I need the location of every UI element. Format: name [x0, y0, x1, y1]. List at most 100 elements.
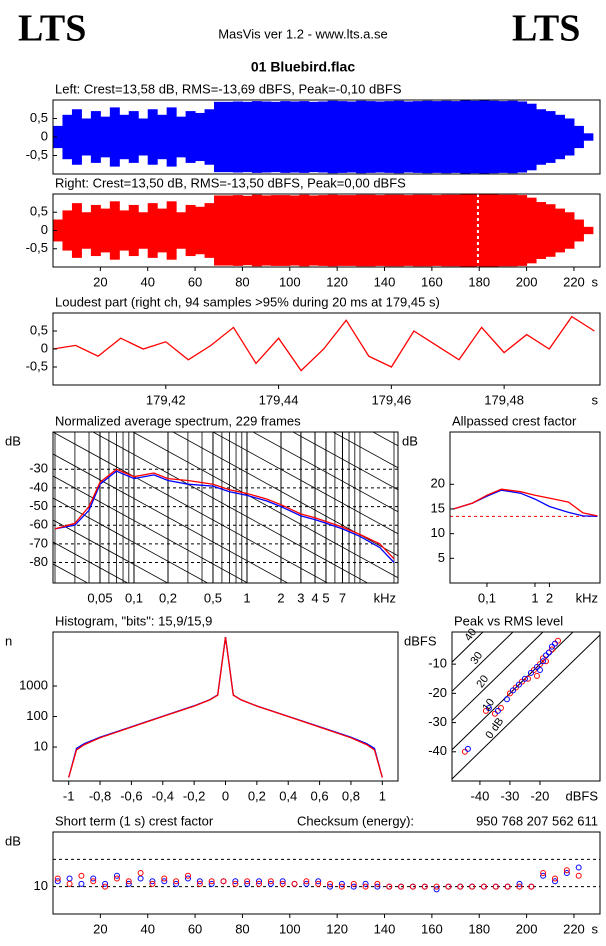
plot-frame [449, 431, 601, 584]
series-line [453, 488, 598, 517]
waveform-block [308, 195, 319, 266]
chart-title: Allpassed crest factor [452, 413, 577, 428]
x-tick-label: 100 [279, 921, 301, 936]
point [374, 880, 381, 887]
point [554, 637, 561, 644]
waveform-block [441, 100, 452, 174]
y-tick-label: 0 [41, 340, 48, 355]
point [232, 878, 239, 885]
x-tick-label: -30 [501, 788, 520, 803]
point [433, 886, 440, 893]
waveform-block [204, 109, 215, 165]
point [374, 883, 381, 890]
x-tick-label: 200 [516, 274, 538, 289]
x-tick-label: 40 [140, 921, 154, 936]
waveform-block [280, 101, 291, 173]
point [516, 883, 523, 890]
point [327, 880, 334, 887]
waveform-block [166, 201, 177, 260]
waveform-block [346, 101, 357, 173]
reference-slope [92, 432, 369, 583]
y-tick-label: 0 [41, 222, 48, 237]
chart-title: Short term (1 s) crest factor [55, 813, 214, 828]
point [521, 675, 528, 682]
x-tick-label: 0,6 [311, 788, 329, 803]
x-tick-label: 120 [326, 274, 348, 289]
waveform-block [431, 195, 442, 266]
point [445, 883, 452, 890]
point [469, 883, 476, 890]
x-tick-label: 7 [339, 590, 346, 605]
waveform-block [62, 210, 73, 251]
diagonal-label: 20 [474, 673, 491, 690]
point [137, 870, 144, 876]
point [563, 867, 570, 874]
y-tick-label: 10 [34, 738, 48, 753]
point [90, 878, 97, 885]
checksum: 950 768 207 562 611 [476, 813, 598, 828]
x-tick-label: 4 [311, 590, 318, 605]
x-tick-label: 100 [279, 274, 301, 289]
series-line [68, 637, 383, 778]
waveform-block [450, 101, 461, 173]
point [504, 883, 511, 890]
waveform-block [555, 208, 565, 253]
x-axis-unit: s [592, 274, 599, 289]
x-tick-label: 0,05 [87, 590, 112, 605]
x-tick-label: 40 [140, 274, 154, 289]
plot-frame [52, 631, 399, 782]
point [552, 878, 559, 885]
diagonal-label: 30 [468, 650, 485, 667]
y-tick-label: -40 [29, 479, 48, 494]
point [539, 658, 546, 665]
point [256, 880, 263, 887]
waveform-block [223, 195, 234, 266]
series-line [68, 637, 383, 778]
point [208, 880, 215, 887]
x-tick-label: 60 [188, 274, 202, 289]
waveform-block [90, 111, 101, 163]
plot-area [68, 637, 383, 778]
waveform-block [517, 101, 528, 173]
point [362, 880, 369, 887]
waveform-block [138, 212, 149, 249]
point [494, 707, 501, 714]
waveform-block [488, 100, 499, 174]
x-tick-label: -0,6 [120, 788, 142, 803]
y-tick-label: 1000 [19, 677, 48, 692]
x-tick-label: -20 [531, 788, 550, 803]
waveform-block [498, 101, 509, 173]
waveform-block [128, 204, 139, 257]
waveform-block [422, 194, 433, 267]
waveform-block [119, 210, 130, 251]
diagonal-label: 40 [462, 626, 479, 643]
y-axis-label: dB [5, 833, 21, 848]
point [102, 880, 109, 887]
x-tick-label: 0,1 [478, 590, 496, 605]
waveform-block [327, 100, 338, 174]
waveform-block [460, 100, 471, 174]
plot-area [452, 632, 600, 780]
checksum-label: Checksum (energy): [297, 813, 414, 828]
point [480, 883, 487, 890]
waveform-block [251, 194, 262, 267]
waveform-block [100, 116, 111, 158]
waveform-block [507, 194, 518, 267]
logo-right: LTS [512, 8, 580, 50]
x-tick-label: 179,42 [146, 392, 186, 407]
point [492, 883, 499, 890]
plot-area [53, 194, 594, 267]
x-tick-label: 1 [379, 788, 386, 803]
point [338, 883, 345, 890]
plot-frame [52, 312, 601, 386]
waveform-block [81, 212, 92, 249]
y-tick-label: 0,5 [30, 110, 48, 125]
waveform-block [81, 118, 92, 156]
point [184, 875, 191, 882]
diagonal-label: 10 [480, 697, 497, 714]
waveform-block [176, 212, 187, 249]
y-axis-label: dB [402, 433, 418, 448]
waveform-block [270, 195, 281, 266]
waveform-block [517, 195, 528, 266]
point [528, 883, 535, 890]
